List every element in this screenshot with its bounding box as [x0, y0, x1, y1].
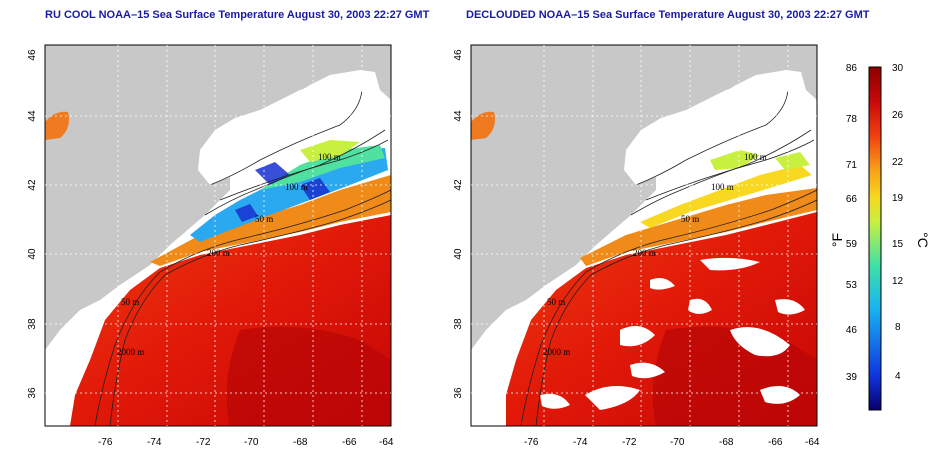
y-tick-label: 36: [453, 387, 464, 399]
contour-label: 100 m: [744, 152, 767, 162]
contour-label: 100 m: [318, 152, 341, 162]
cloud-holes: [540, 257, 805, 410]
transition-band: [580, 188, 817, 266]
f-tick-label: 59: [846, 239, 858, 250]
contour-label: 2000 m: [543, 347, 570, 357]
x-tick-label: -72: [196, 437, 211, 448]
yellow-band: [640, 165, 812, 228]
warm-patch-west: [45, 111, 69, 140]
f-tick-label: 39: [846, 372, 858, 383]
x-tick-label: -76: [524, 437, 539, 448]
cool-water-green: [260, 145, 385, 190]
c-tick-label: 15: [892, 239, 904, 250]
x-tick-label: -66: [342, 437, 357, 448]
x-tick-label: -66: [768, 437, 783, 448]
colorbar-f-ticks: 86 78 71 66 59 53 46 39: [846, 63, 858, 383]
contour-label: 50 m: [547, 297, 565, 307]
cold-patch: [235, 162, 330, 222]
y-tick-label: 36: [27, 387, 38, 399]
warm-patch-west: [471, 111, 495, 140]
green-yellow-patch: [710, 150, 810, 170]
x-tick-label: -70: [244, 437, 259, 448]
left-map-frame: [44, 44, 392, 427]
c-tick-label: 30: [892, 63, 904, 74]
c-tick-label: 8: [895, 322, 901, 333]
contour-label: 50 m: [121, 297, 139, 307]
x-tick-label: -68: [293, 437, 308, 448]
f-tick-label: 66: [846, 194, 858, 205]
contour-label: 50 m: [255, 214, 273, 224]
contour-label: 100 m: [285, 182, 308, 192]
x-tick-label: -74: [573, 437, 588, 448]
left-x-axis: -76 -74 -72 -70 -68 -66 -64: [98, 437, 394, 448]
y-tick-label: 42: [453, 179, 464, 191]
f-tick-label: 53: [846, 280, 858, 291]
cool-water: [190, 148, 388, 242]
y-tick-label: 44: [453, 110, 464, 122]
contour-label: 50 m: [681, 214, 699, 224]
y-tick-label: 46: [27, 49, 38, 61]
contour-label: 200 m: [207, 248, 230, 258]
y-tick-label: 44: [27, 110, 38, 122]
c-tick-label: 12: [892, 276, 904, 287]
f-tick-label: 71: [846, 160, 858, 171]
y-tick-label: 46: [453, 49, 464, 61]
c-tick-label: 22: [892, 157, 904, 168]
green-yellow-patch: [300, 140, 360, 162]
y-tick-label: 38: [453, 318, 464, 330]
left-map-grid: [45, 45, 391, 426]
contour-label: 200 m: [633, 248, 656, 258]
right-map-grid: [471, 45, 817, 426]
shelf-white: [198, 82, 362, 185]
y-tick-label: 38: [27, 318, 38, 330]
right-map: 100 m 100 m 50 m 200 m 50 m 2000 m -76 -…: [453, 44, 820, 448]
x-tick-label: -70: [670, 437, 685, 448]
contour-label: 100 m: [711, 182, 734, 192]
colorbar-unit-fahrenheit: °F: [829, 233, 845, 247]
shelf-white: [624, 82, 788, 185]
colorbar-gradient: [868, 66, 882, 411]
right-map-frame: [470, 44, 818, 427]
bathymetry-contours: [520, 89, 817, 426]
c-tick-label: 19: [892, 193, 904, 204]
f-tick-label: 46: [846, 325, 858, 336]
contour-label: 2000 m: [117, 347, 144, 357]
x-tick-label: -64: [805, 437, 820, 448]
x-tick-label: -72: [622, 437, 637, 448]
f-tick-label: 78: [846, 114, 858, 125]
transition-band: [150, 175, 391, 266]
colorbar-c-ticks: 30 26 22 19 15 12 8 4: [892, 63, 904, 382]
left-map: 100 m 100 m 50 m 200 m 50 m 2000 m -76 -…: [27, 44, 394, 448]
left-map-title: RU COOL NOAA–15 Sea Surface Temperature …: [45, 9, 430, 21]
x-tick-label: -76: [98, 437, 113, 448]
right-y-axis: 46 44 42 40 38 36: [453, 49, 464, 399]
colorbar-unit-celsius: °C: [915, 232, 931, 248]
x-tick-label: -64: [379, 437, 394, 448]
colorbar: 86 78 71 66 59 53 46 39 30 26 22 19 15 1…: [829, 63, 931, 411]
f-tick-label: 86: [846, 63, 858, 74]
y-tick-label: 42: [27, 179, 38, 191]
left-y-axis: 46 44 42 40 38 36: [27, 49, 38, 399]
y-tick-label: 40: [27, 248, 38, 260]
x-tick-label: -68: [719, 437, 734, 448]
y-tick-label: 40: [453, 248, 464, 260]
right-map-title: DECLOUDED NOAA–15 Sea Surface Temperatur…: [466, 9, 870, 21]
x-tick-label: -74: [147, 437, 162, 448]
c-tick-label: 26: [892, 110, 904, 121]
warm-core: [226, 326, 391, 426]
right-x-axis: -76 -74 -72 -70 -68 -66 -64: [524, 437, 820, 448]
bathymetry-contours: [94, 89, 391, 426]
c-tick-label: 4: [895, 371, 901, 382]
